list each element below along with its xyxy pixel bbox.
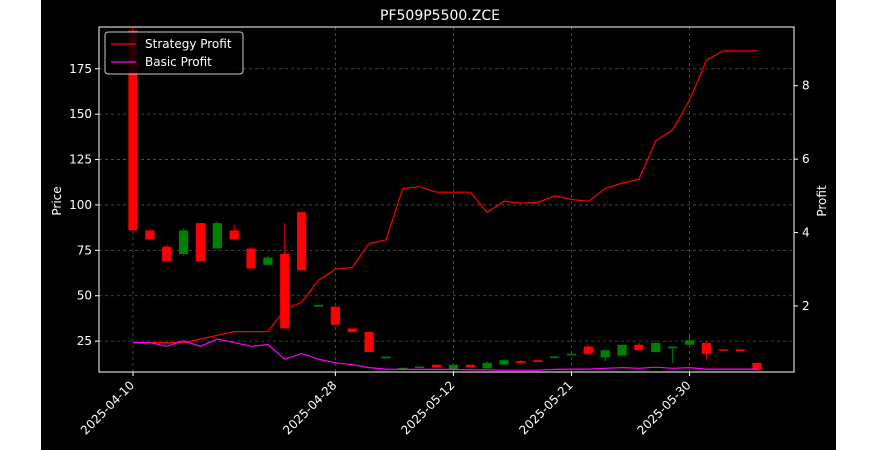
candle-body (701, 342, 712, 354)
chart-title: PF509P5500.ZCE (380, 8, 500, 24)
candle-body (347, 328, 357, 333)
candlestick-series (128, 27, 762, 371)
candle-body (398, 367, 408, 370)
candle-body (178, 230, 189, 254)
x-tick-label: 2025-05-30 (634, 378, 693, 437)
candle-body (128, 30, 138, 231)
right-tick-label: 2 (802, 299, 810, 313)
candle-body (533, 360, 543, 363)
candle-body (431, 364, 442, 368)
candle-body (229, 230, 239, 240)
left-tick-label: 25 (77, 334, 92, 348)
candle-body (752, 362, 762, 371)
candle-body (566, 353, 577, 356)
candle-body (668, 346, 678, 349)
left-tick-label: 50 (77, 289, 92, 303)
right-axis: 2 4 6 8 (794, 79, 810, 313)
x-tick-label: 2025-05-21 (516, 378, 575, 437)
candle-body (415, 366, 425, 369)
left-tick-label: 75 (77, 243, 92, 257)
candle-body (212, 223, 222, 249)
legend-basic-label: Basic Profit (145, 55, 212, 69)
right-axis-label: Profit (815, 185, 829, 217)
candle-body (482, 362, 492, 369)
x-tick-label: 2025-04-28 (280, 378, 339, 437)
left-tick-label: 175 (69, 62, 92, 76)
right-tick-label: 8 (802, 79, 810, 93)
legend-box (104, 31, 244, 75)
candle-body (600, 350, 610, 358)
x-axis: 2025-04-10 2025-04-28 2025-05-12 2025-05-21… (78, 372, 694, 437)
right-tick-label: 4 (802, 226, 810, 240)
candle-body (195, 223, 206, 262)
candle-body (448, 364, 459, 370)
candle-body (735, 349, 745, 352)
left-axis: 25 50 75 100 125 150 175 (69, 62, 99, 348)
left-tick-label: 100 (69, 198, 92, 212)
candle-body (634, 344, 644, 351)
candle-body (583, 346, 593, 354)
candle-body (718, 349, 728, 351)
candle-body (263, 257, 273, 265)
candle-body (297, 212, 307, 271)
strategy-profit-line (133, 50, 757, 344)
legend: Strategy Profit Basic Profit (104, 31, 244, 75)
basic-profit-line (133, 338, 757, 371)
candle-body (617, 344, 627, 356)
left-tick-label: 125 (69, 153, 92, 167)
candle-body (162, 246, 172, 262)
candle-body (684, 340, 695, 345)
candle-body (280, 253, 290, 329)
candle-body (499, 360, 509, 365)
x-tick-label: 2025-04-10 (78, 378, 137, 437)
candle-body (313, 304, 324, 307)
left-axis-label: Price (50, 186, 64, 215)
candle-body (549, 356, 560, 359)
candle-body (330, 306, 341, 325)
candle-body (465, 364, 475, 368)
x-tick-label: 2025-05-12 (398, 378, 457, 437)
legend-strategy-label: Strategy Profit (145, 37, 232, 51)
right-tick-label: 6 (802, 152, 810, 166)
grid-lines (99, 27, 794, 372)
candle-body (246, 248, 256, 269)
candle-body (145, 230, 155, 240)
candle-body (516, 361, 526, 363)
left-tick-label: 150 (69, 107, 92, 121)
candle-body (651, 342, 661, 353)
candle-body (381, 356, 391, 359)
candle-body (364, 332, 374, 353)
profit-lines (133, 50, 757, 371)
plot-frame (98, 26, 795, 373)
